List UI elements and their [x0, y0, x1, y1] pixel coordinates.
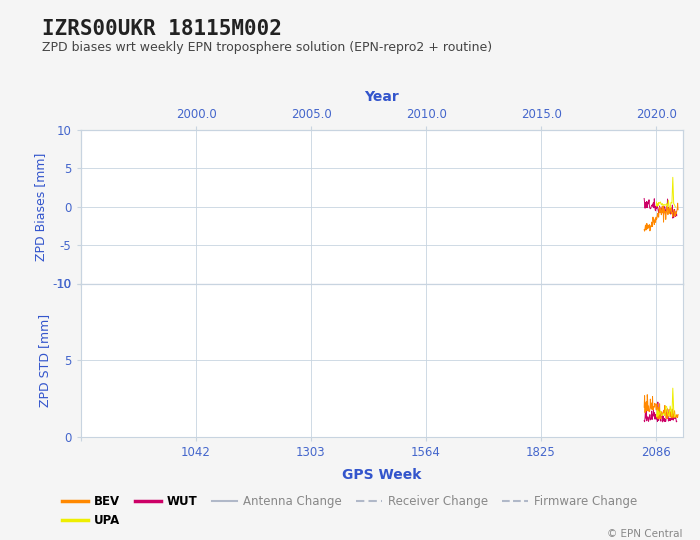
Text: IZRS00UKR 18115M002: IZRS00UKR 18115M002 — [42, 19, 282, 39]
X-axis label: GPS Week: GPS Week — [342, 468, 421, 482]
X-axis label: Year: Year — [364, 90, 399, 104]
Y-axis label: ZPD STD [mm]: ZPD STD [mm] — [38, 314, 51, 407]
Text: ZPD biases wrt weekly EPN troposphere solution (EPN-repro2 + routine): ZPD biases wrt weekly EPN troposphere so… — [42, 40, 492, 53]
Legend: BEV, UPA, WUT, Antenna Change, Receiver Change, Firmware Change: BEV, UPA, WUT, Antenna Change, Receiver … — [57, 490, 643, 531]
Text: © EPN Central: © EPN Central — [607, 529, 682, 539]
Y-axis label: ZPD Biases [mm]: ZPD Biases [mm] — [34, 152, 47, 261]
